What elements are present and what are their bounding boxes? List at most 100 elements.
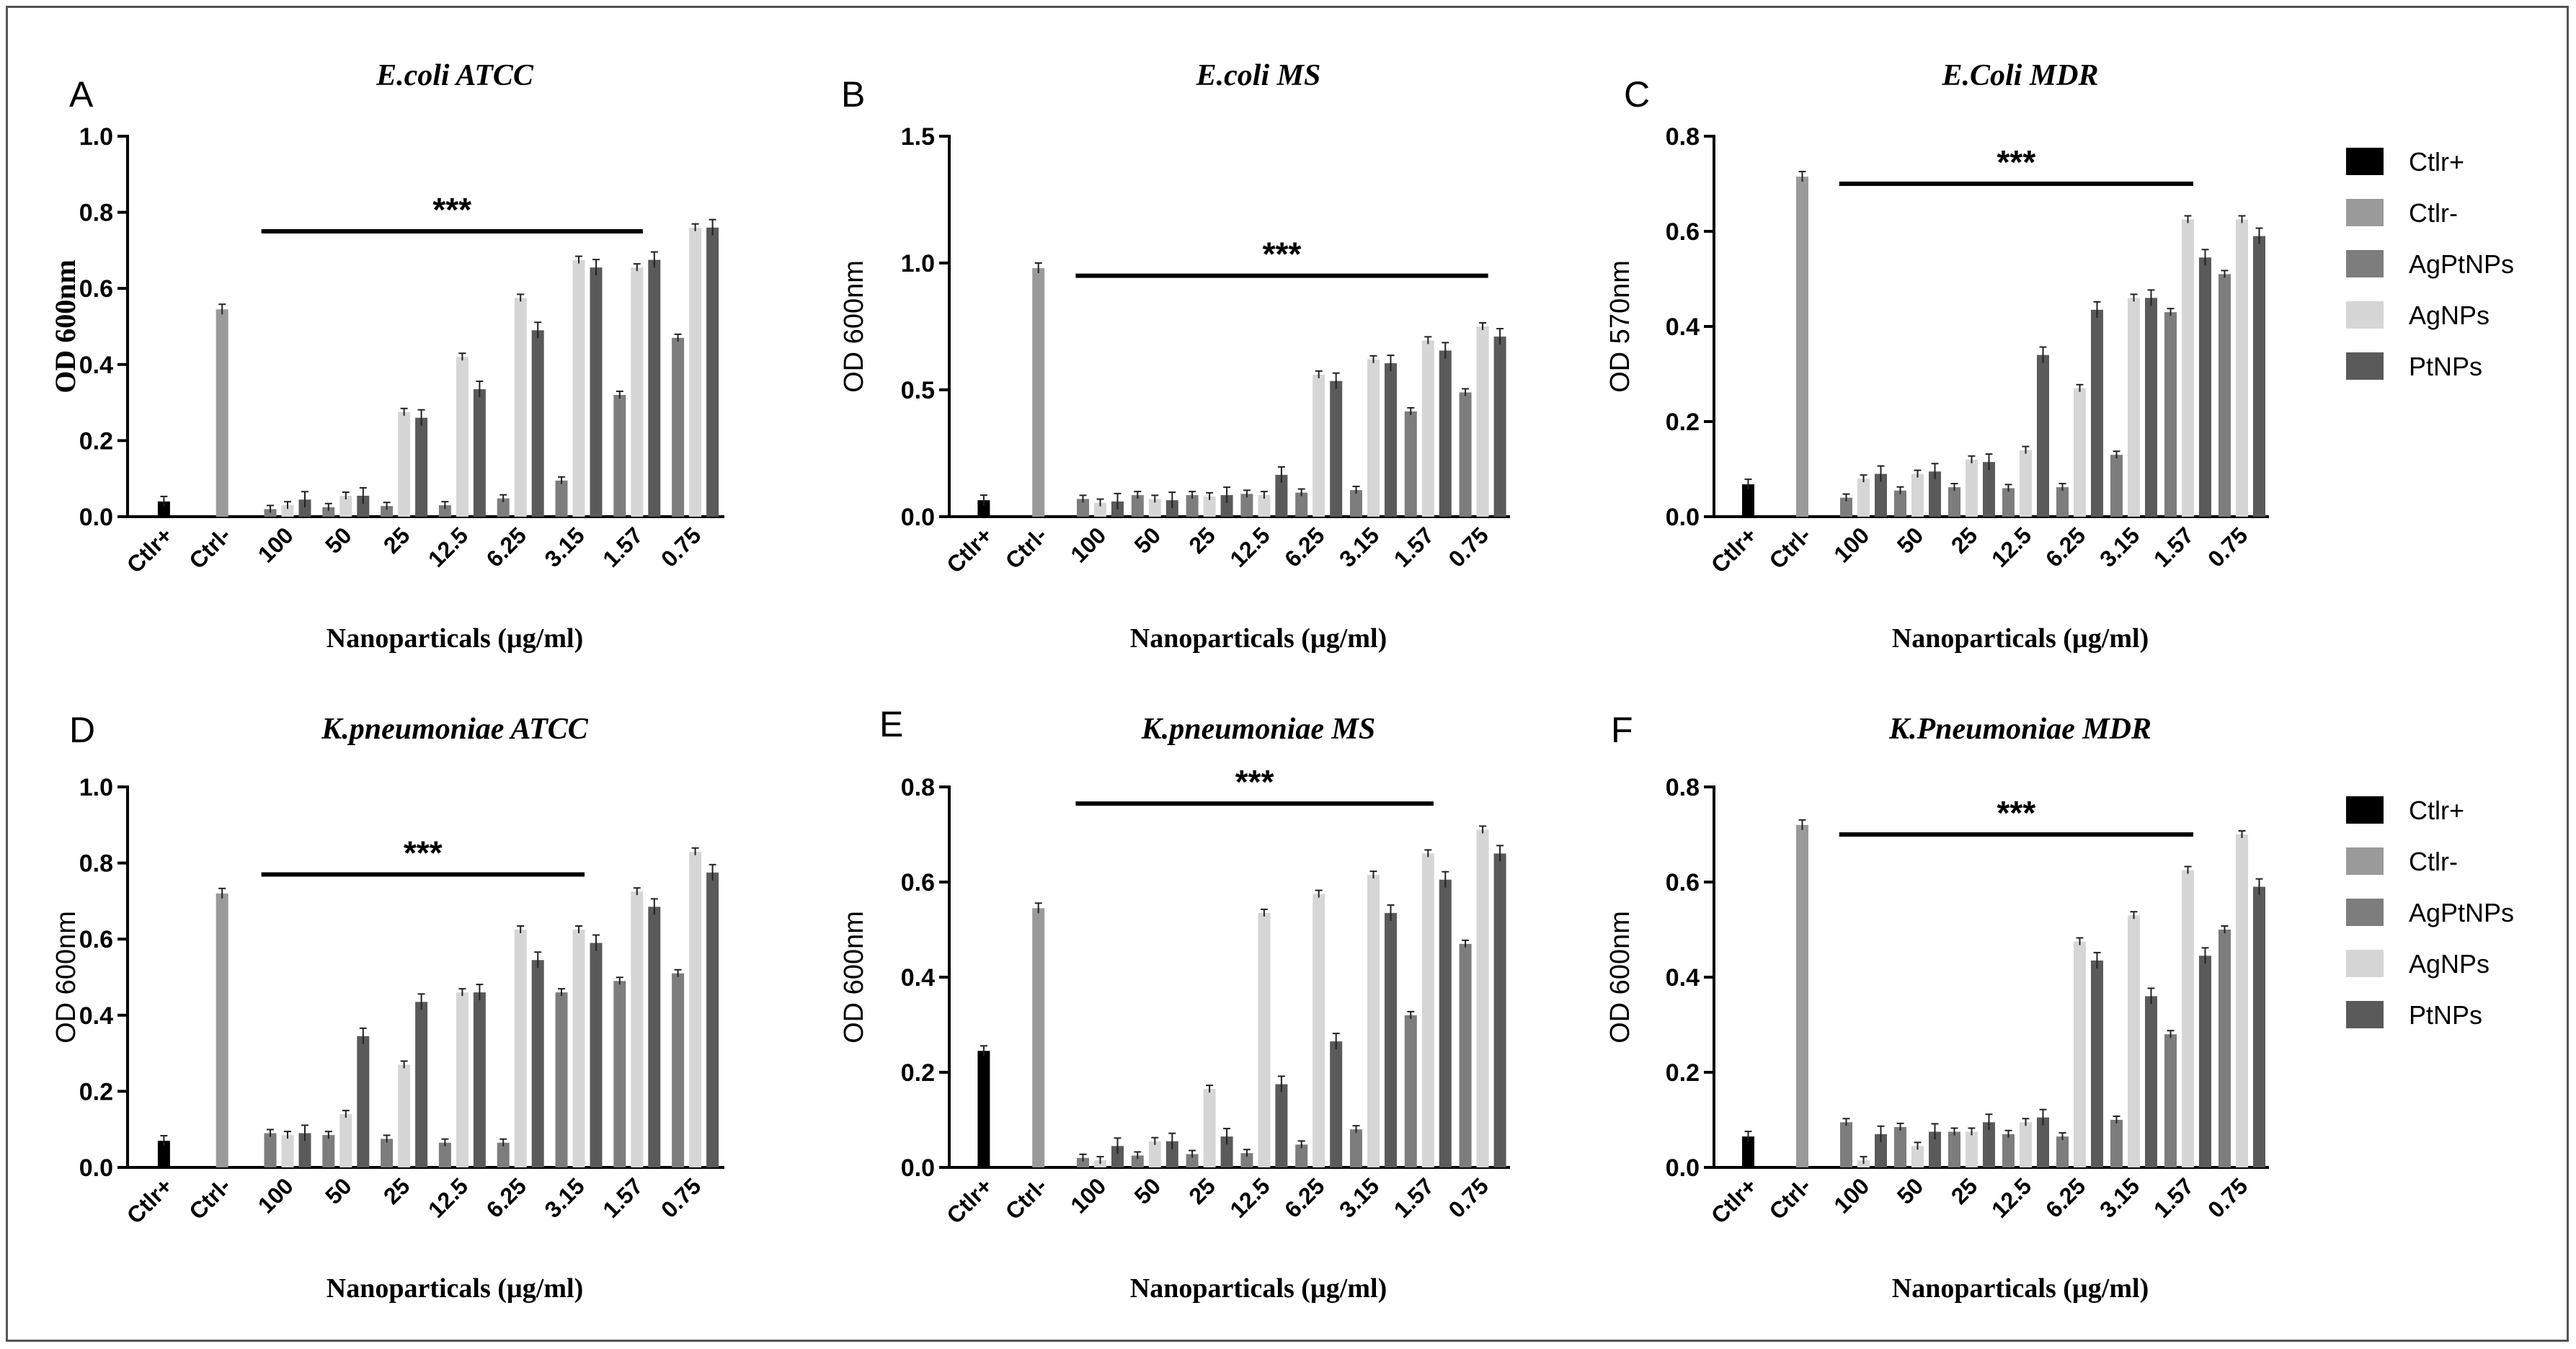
bar-control-positive [977,1051,990,1167]
x-tick-label: Ctrl- [184,522,236,574]
x-tick-label: 100 [1065,522,1111,567]
bar-agnps [339,495,352,517]
chart-title: E.Coli MDR [1941,59,2098,92]
bar-agnps [1258,912,1271,1167]
y-tick-label: 0.2 [79,427,113,455]
y-tick-label: 0.0 [1666,1154,1700,1182]
x-tick-label: 50 [1129,1172,1166,1209]
bar-ptnps [1330,1041,1343,1167]
bar-agnps [456,357,468,517]
bar-agnps [1476,829,1489,1167]
chart-title: K.pneumoniae ATCC [321,713,589,746]
legend-swatch [2346,950,2384,977]
legend-top: Ctlr+ Ctlr- AgPtNPs AgNPs PtNPs [2346,147,2514,381]
x-tick-label: 100 [1065,1172,1111,1218]
bar-agptnps [1186,1154,1199,1167]
bar-agptnps [1131,1155,1144,1167]
x-tick-label: 25 [1183,522,1220,558]
bar-ptnps [415,1002,428,1167]
x-tick-label: 1.57 [2149,1172,2198,1222]
bar-agnps [1258,495,1271,517]
bar-agptnps [264,509,277,517]
bar-ptnps [2145,996,2157,1167]
bar-ptnps [531,960,544,1167]
bar-ptnps [1220,1136,1233,1167]
x-tick-label: 25 [378,1172,415,1209]
y-tick-label: 0.0 [79,1154,113,1182]
bar-ptnps [2037,355,2049,517]
y-tick-label: 1.0 [79,123,113,151]
legend-bottom: Ctlr+ Ctlr- AgPtNPs AgNPs PtNPs [2346,796,2514,1030]
bar-agptnps [1350,1129,1362,1167]
bar-agptnps [1404,1015,1417,1167]
x-tick-label: Ctrl- [1000,1172,1052,1224]
bar-agptnps [1186,495,1199,517]
bar-ptnps [1929,471,1941,517]
bar-control-positive [1742,484,1754,517]
x-tick-label: 1.57 [1389,1172,1439,1222]
y-tick-label: 1.0 [901,250,935,277]
bar-control-positive [157,1141,170,1167]
bar-agptnps [1459,392,1472,517]
bar-agnps [1367,359,1380,517]
y-tick-label: 0.4 [79,352,113,379]
bar-agnps [689,851,702,1167]
bar-agnps [689,227,702,517]
significance-stars: *** [1263,236,1302,273]
legend-swatch [2346,847,2384,875]
bar-ptnps [1330,380,1343,517]
x-tick-label: Ctlr+ [941,1172,998,1229]
x-tick-label: Ctrl- [184,1172,236,1224]
bar-agptnps [2110,455,2123,517]
bar-agptnps [1459,943,1472,1167]
x-tick-label: 12.5 [423,522,473,571]
y-tick-label: 0.4 [79,1002,113,1030]
x-axis-title: Nanoparticals (µg/ml) [1130,623,1387,654]
y-tick-label: 0.2 [79,1078,113,1105]
x-tick-label: 3.15 [2095,522,2144,571]
bar-agnps [572,930,585,1167]
y-tick-label: 0.4 [901,964,935,992]
bar-agnps [2074,941,2086,1167]
bar-agptnps [2164,312,2177,517]
x-tick-label: 1.57 [1389,522,1439,571]
y-tick-label: 0.0 [901,504,935,531]
y-axis-title: OD 600nm [49,259,81,393]
bar-ptnps [2199,257,2211,517]
bar-ptnps [1275,1084,1288,1167]
x-tick-label: 0.75 [2203,1172,2252,1222]
bar-agptnps [1077,1157,1089,1167]
bar-agptnps [438,1142,451,1167]
x-tick-label: Ctrl- [1764,1172,1816,1224]
panel-letter: B [841,74,865,115]
bar-ptnps [2091,960,2103,1167]
bar-agnps [2128,915,2140,1167]
chart-panel-f: F K.Pneumoniae MDR 0.0 0.2 0.4 0.6 0.8 OD 600nm… [1605,710,2269,1304]
x-tick-label: 50 [1892,1172,1929,1209]
x-axis-title: Nanoparticals (µg/ml) [1892,623,2149,654]
bar-agptnps [1840,497,1852,517]
bar-ptnps [1493,337,1506,517]
legend-swatch [2346,796,2384,824]
bar-agptnps [555,992,568,1167]
bar-agptnps [672,973,685,1167]
bar-ptnps [1385,363,1397,517]
x-tick-label: 0.75 [1444,1172,1493,1222]
bar-agnps [281,1135,294,1167]
y-axis-title: OD 600nm [839,260,869,393]
bar-agnps [2236,219,2248,517]
x-tick-label: 100 [253,522,298,567]
bar-agptnps [1240,494,1253,517]
bar-agnps [456,992,468,1167]
x-tick-label: 6.25 [1279,522,1329,571]
bar-ptnps [1385,912,1397,1167]
y-axis-title: OD 570nm [1605,260,1635,393]
bar-agnps [1367,875,1380,1167]
x-tick-label: 3.15 [1334,522,1384,571]
legend-label: Ctlr- [2409,198,2458,228]
bar-agnps [514,930,527,1167]
panel-letter: C [1624,74,1650,115]
bar-ptnps [1439,879,1452,1167]
bar-ptnps [2199,956,2211,1167]
chart-title: E.coli MS [1196,59,1321,92]
